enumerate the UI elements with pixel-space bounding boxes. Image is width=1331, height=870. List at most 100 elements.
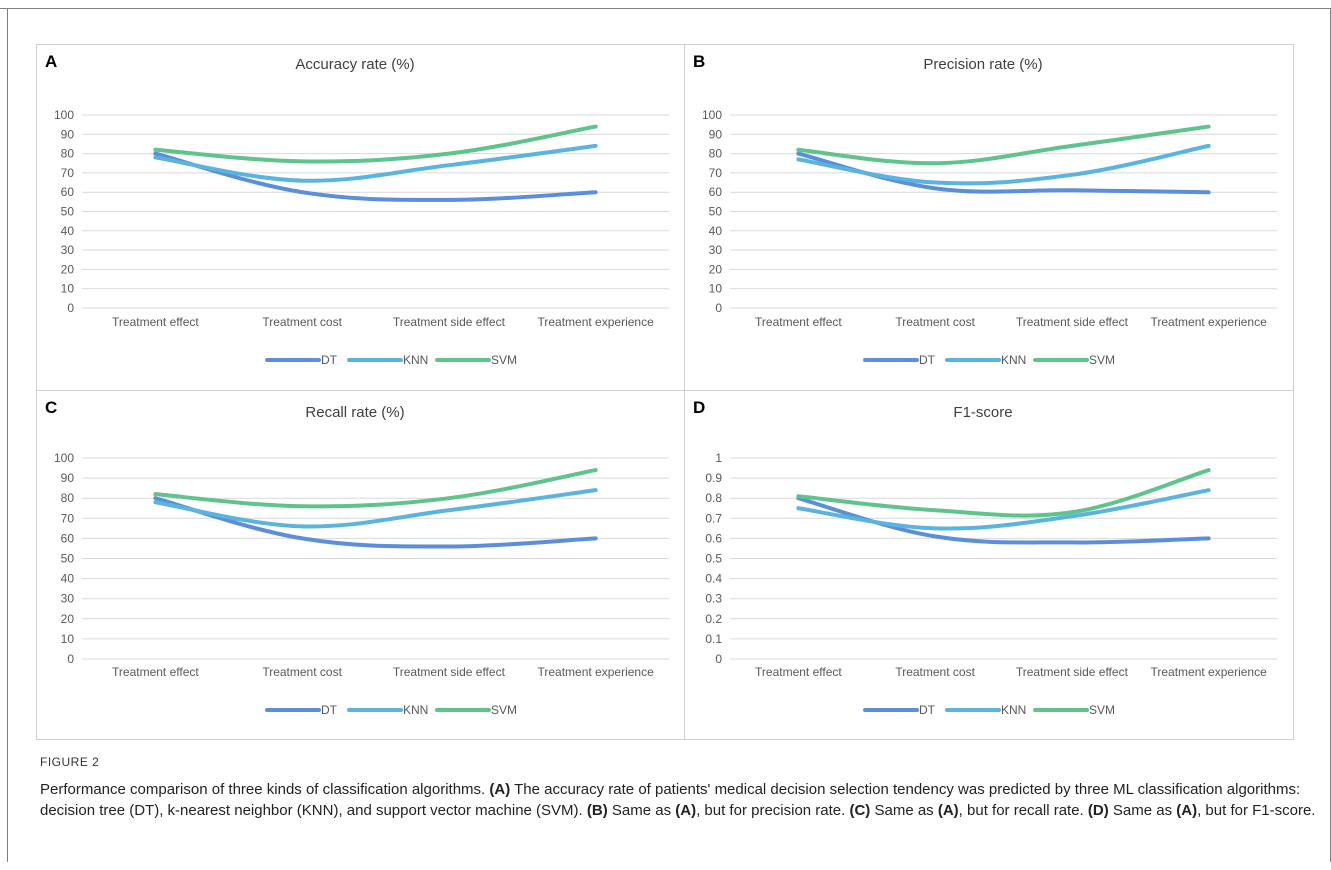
y-tick-label: 100 [702,108,722,122]
series-line-svm [153,124,598,164]
y-tick-label: 100 [54,451,74,465]
y-tick-label: 0 [715,652,722,666]
y-tick-label: 60 [61,185,75,199]
y-tick-label: 80 [61,491,75,505]
chart-panel-a: A Accuracy rate (%) 0 10 20 30 40 50 60 70 80 90 100… [45,52,669,367]
y-tick-label: 10 [709,282,723,296]
x-tick-label: Treatment side effect [393,665,506,679]
y-tick-label: 40 [61,572,75,586]
caption-panel-ref: (D) [1087,802,1109,819]
caption-segment: , but for F1-score. [1197,802,1316,819]
y-tick-label: 0.7 [705,511,722,525]
x-tick-label: Treatment experience [537,315,654,329]
panel-divider-vertical [684,44,685,740]
panel-letter-a: A [45,52,57,71]
y-tick-label: 100 [54,108,74,122]
x-tick-label: Treatment effect [112,665,199,679]
caption-panel-ref: (B) [586,802,608,819]
caption-segment: Performance comparison of three kinds of… [40,781,490,798]
series-line-dt [153,151,598,202]
x-tick-label: Treatment experience [537,665,654,679]
chart-panel-b: B Precision rate (%) 0 10 20 30 40 50 60 70 80 90 10… [693,52,1277,367]
series-line-svm [153,468,598,509]
legend-label-dt: DT [321,353,338,367]
y-tick-label: 60 [61,531,75,545]
x-tick-label: Treatment cost [262,665,342,679]
x-tick-label: Treatment cost [262,315,342,329]
panel-letter-d: D [693,398,705,417]
figure-frame [36,44,1294,740]
panel-letter-b: B [693,52,705,71]
series-line-dt [153,496,598,549]
caption-panel-ref: (A) [1176,802,1198,819]
series-line-knn [796,143,1211,186]
y-tick-label: 30 [61,592,75,606]
legend-label-svm: SVM [1089,353,1115,367]
legend-label-knn: KNN [1001,703,1026,717]
y-tick-label: 50 [61,205,75,219]
y-tick-label: 20 [61,262,75,276]
y-tick-label: 0.6 [705,531,722,545]
legend-label-knn: KNN [403,353,428,367]
y-tick-label: 90 [709,127,723,141]
x-tick-label: Treatment side effect [393,315,506,329]
series-line-svm [796,468,1211,518]
y-tick-label: 30 [709,243,723,257]
y-tick-label: 50 [709,205,723,219]
caption-text: Performance comparison of three kinds of… [40,779,1320,821]
series-line-dt [796,496,1211,545]
x-tick-label: Treatment effect [755,315,842,329]
legend-label-dt: DT [321,703,338,717]
x-tick-label: Treatment effect [112,315,199,329]
legend-label-svm: SVM [491,703,517,717]
x-tick-label: Treatment side effect [1016,665,1129,679]
y-tick-label: 0 [67,652,74,666]
x-tick-label: Treatment cost [895,665,975,679]
y-tick-label: 0.2 [705,612,722,626]
x-tick-label: Treatment experience [1150,665,1267,679]
chart-panel-d: D F1-score 0 0.1 0.2 0.3 0.4 0.5 0.6 0.7 0.8 0.9 1 Tr… [693,398,1277,717]
y-tick-label: 0.1 [705,632,722,646]
x-tick-label: Treatment cost [895,315,975,329]
panel-divider-horizontal [36,390,1294,391]
chart-title-d: F1-score [953,404,1012,421]
y-tick-label: 0.5 [705,552,722,566]
y-tick-label: 70 [61,511,75,525]
series-line-knn [796,488,1211,531]
y-tick-label: 80 [709,147,723,161]
y-tick-label: 10 [61,282,75,296]
y-tick-label: 90 [61,127,75,141]
figure-caption: FIGURE 2 Performance comparison of three… [40,752,1320,821]
y-tick-label: 60 [709,185,723,199]
y-tick-label: 0.8 [705,491,722,505]
series-line-knn [153,488,598,529]
y-tick-label: 30 [61,243,75,257]
caption-panel-ref: (A) [937,802,959,819]
y-tick-label: 70 [61,166,75,180]
x-tick-label: Treatment side effect [1016,315,1129,329]
legend-label-dt: DT [919,353,936,367]
caption-panel-ref: (C) [849,802,871,819]
y-tick-label: 40 [61,224,75,238]
y-tick-label: 0 [715,301,722,315]
legend-label-svm: SVM [491,353,517,367]
x-tick-label: Treatment effect [755,665,842,679]
caption-segment: Same as [1108,802,1177,819]
y-tick-label: 40 [709,224,723,238]
y-tick-label: 80 [61,147,75,161]
legend-label-knn: KNN [1001,353,1026,367]
y-tick-label: 20 [61,612,75,626]
y-tick-label: 90 [61,471,75,485]
caption-segment: , but for precision rate. [696,802,850,819]
legend-label-knn: KNN [403,703,428,717]
caption-segment: Same as [870,802,938,819]
chart-title-a: Accuracy rate (%) [295,56,414,73]
y-tick-label: 0.4 [705,572,722,586]
y-tick-label: 20 [709,262,723,276]
y-tick-label: 10 [61,632,75,646]
legend-label-svm: SVM [1089,703,1115,717]
y-tick-label: 50 [61,552,75,566]
y-tick-label: 70 [709,166,723,180]
caption-segment: The accuracy rate of patients' medical d… [40,781,1301,819]
figure-label: FIGURE 2 [40,755,100,769]
